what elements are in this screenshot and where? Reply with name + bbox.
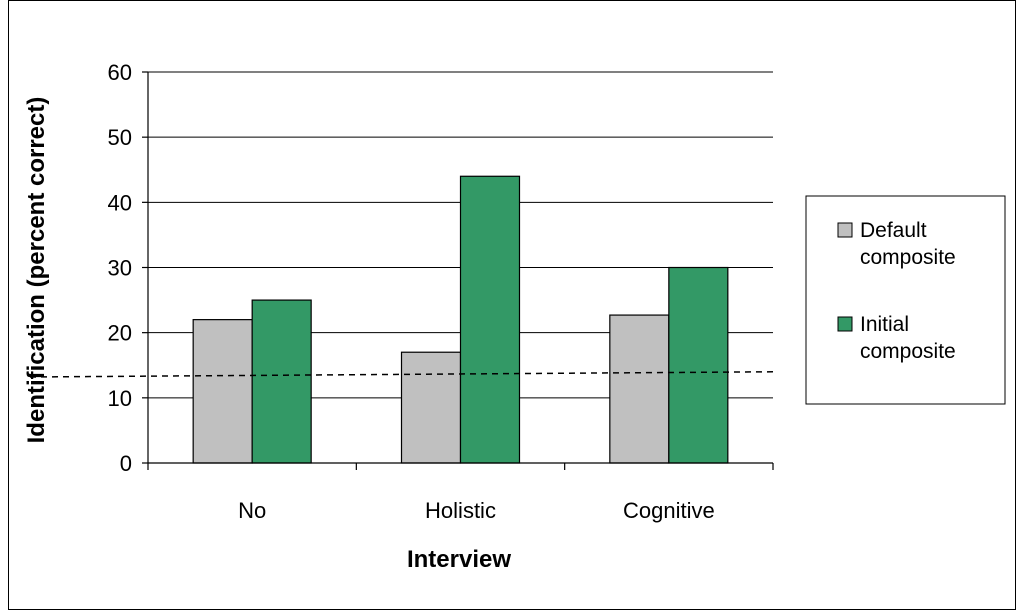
y-tick-label-20: 20 xyxy=(108,321,132,346)
bar-cognitive-initial-composite xyxy=(668,266,729,464)
legend-swatch-0 xyxy=(837,222,853,238)
bars xyxy=(192,175,729,464)
reference-line xyxy=(29,371,776,378)
y-tick-label-50: 50 xyxy=(108,125,132,150)
y-tick-label-10: 10 xyxy=(108,386,132,411)
x-tick-label-cognitive: Cognitive xyxy=(623,498,715,523)
x-tick-labels: No Holistic Cognitive xyxy=(238,498,715,523)
axes xyxy=(142,71,774,470)
y-axis-title: Identification (percent correct) xyxy=(23,97,50,444)
legend-swatch-1 xyxy=(837,316,853,332)
y-tick-label-60: 60 xyxy=(108,60,132,85)
y-tick-labels: 0 10 20 30 40 50 60 xyxy=(108,60,132,476)
y-tick-label-40: 40 xyxy=(108,190,132,215)
x-tick-label-no: No xyxy=(238,498,266,523)
bar-cognitive-default-composite xyxy=(609,314,670,464)
bar-holistic-default-composite xyxy=(400,351,462,464)
x-tick-label-holistic: Holistic xyxy=(425,498,496,523)
legend-label-initial-composite: Initial composite xyxy=(860,313,956,363)
legend-label-default-composite: Default composite xyxy=(860,219,956,269)
y-tick-label-0: 0 xyxy=(120,451,132,476)
legend: Default composite Initial composite xyxy=(805,195,1006,405)
bar-holistic-initial-composite xyxy=(459,175,521,464)
bar-no-default-composite xyxy=(192,319,253,464)
reference-dashed-line xyxy=(29,371,776,378)
y-tick-label-30: 30 xyxy=(108,256,132,281)
bar-no-initial-composite xyxy=(251,299,312,464)
x-axis-title: Interview xyxy=(407,546,511,573)
